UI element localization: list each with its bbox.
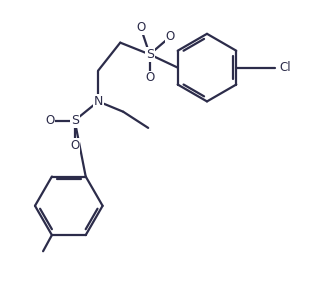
Text: S: S [71, 114, 79, 127]
Text: O: O [165, 30, 175, 43]
Text: S: S [146, 48, 154, 61]
Text: O: O [70, 139, 79, 152]
Text: O: O [136, 21, 145, 34]
Text: O: O [45, 114, 54, 127]
Text: N: N [94, 95, 103, 108]
Text: Cl: Cl [279, 61, 291, 74]
Text: O: O [145, 71, 154, 84]
